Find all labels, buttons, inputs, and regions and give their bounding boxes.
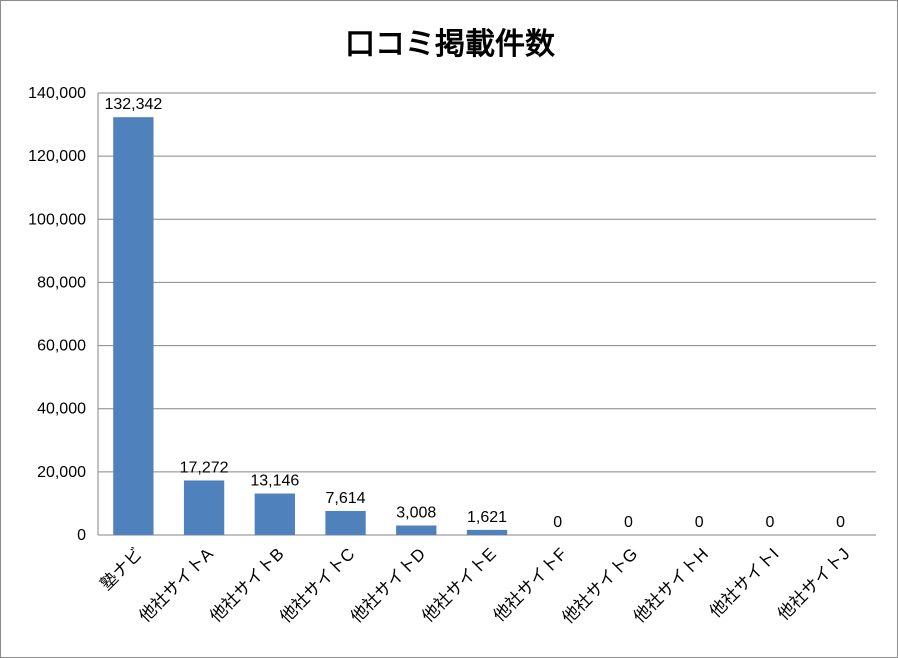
x-tick-label: 塾ナビ xyxy=(96,544,146,594)
x-tick-label: 他社サイトA xyxy=(135,544,217,626)
chart-title: 口コミ掲載件数 xyxy=(345,27,555,62)
y-tick-label: 80,000 xyxy=(37,274,86,291)
y-tick-label: 40,000 xyxy=(37,401,86,418)
x-tick-labels: 塾ナビ他社サイトA他社サイトB他社サイトC他社サイトD他社サイトE他社サイトF他… xyxy=(96,544,853,628)
bar xyxy=(466,529,508,535)
x-tick-label: 他社サイトJ xyxy=(774,544,854,624)
data-label: 13,146 xyxy=(250,472,299,489)
gridlines xyxy=(97,92,876,536)
x-tick-label: 他社サイトE xyxy=(418,544,500,626)
x-tick-label: 他社サイトG xyxy=(558,544,641,627)
bar xyxy=(254,493,295,535)
data-label: 0 xyxy=(695,514,704,531)
y-tick-label: 100,000 xyxy=(28,211,86,228)
x-tick-label: 他社サイトI xyxy=(706,544,783,621)
data-label: 0 xyxy=(836,514,845,531)
bar xyxy=(396,525,437,535)
bar xyxy=(183,480,225,535)
data-label: 1,621 xyxy=(467,509,507,526)
x-tick-label: 他社サイトH xyxy=(630,544,712,626)
data-label: 0 xyxy=(765,514,774,531)
data-label: 17,272 xyxy=(180,459,229,476)
data-label: 0 xyxy=(553,514,562,531)
x-tick-label: 他社サイトC xyxy=(276,544,358,626)
data-label: 7,614 xyxy=(326,490,366,507)
bars xyxy=(113,117,508,535)
y-tick-label: 140,000 xyxy=(28,85,86,102)
data-label: 132,342 xyxy=(104,96,162,113)
y-tick-labels: 0 20,000 40,000 60,000 80,000 100,000 120,000 1… xyxy=(28,85,86,544)
data-label: 0 xyxy=(624,514,633,531)
y-tick-label: 0 xyxy=(77,527,86,544)
y-tick-label: 20,000 xyxy=(37,464,86,481)
y-tick-label: 120,000 xyxy=(28,148,86,165)
bar xyxy=(325,510,366,535)
y-tick-label: 60,000 xyxy=(37,338,86,355)
data-label: 3,008 xyxy=(396,505,436,522)
x-tick-label: 他社サイトD xyxy=(347,544,429,626)
data-labels: 132,342 17,272 13,146 7,614 3,008 1,621 0 0 0 0 0 xyxy=(104,96,845,531)
bar xyxy=(113,117,154,535)
